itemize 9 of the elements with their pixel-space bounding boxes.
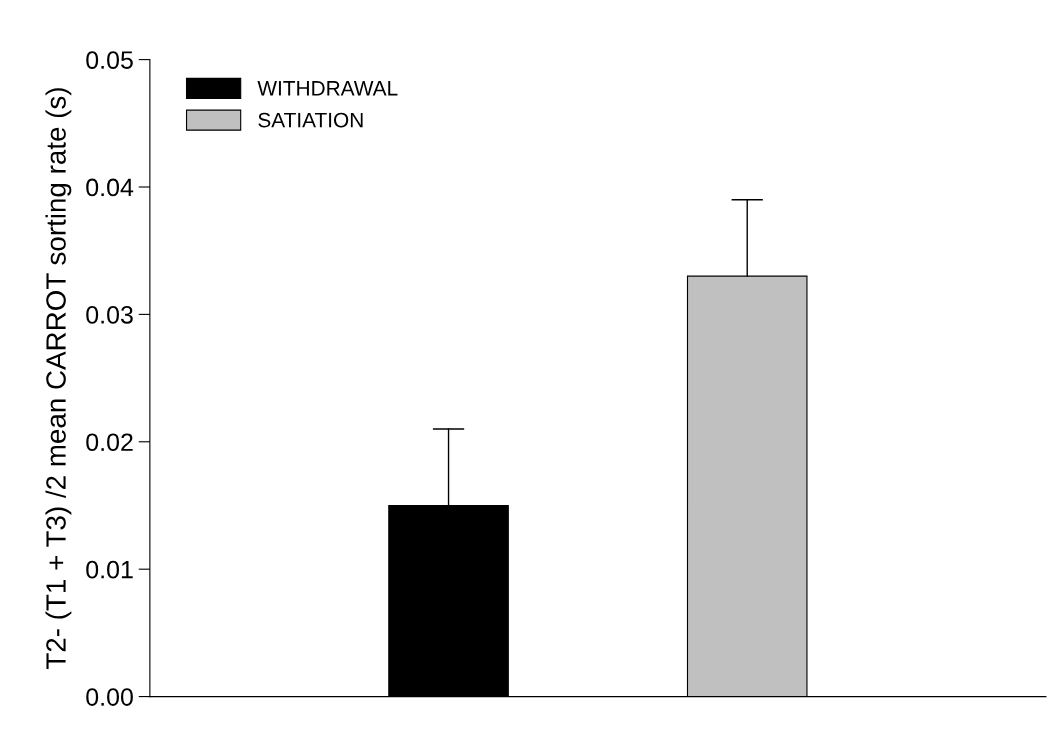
y-tick-label: 0.04 <box>86 178 134 197</box>
y-tick-label: 0.01 <box>86 560 133 579</box>
legend-label: WITHDRAWAL <box>257 81 398 96</box>
y-tick-label: 0.02 <box>86 433 133 452</box>
legend-label: SATIATION <box>258 112 363 128</box>
y-axis-title: T2- (T1 + T3) /2 mean CARROT sorting rate (s) <box>45 88 72 670</box>
y-tick-label: 0.03 <box>86 305 133 324</box>
y-tick-label: 0.05 <box>86 51 133 69</box>
y-tick-label: 0.00 <box>86 688 133 706</box>
